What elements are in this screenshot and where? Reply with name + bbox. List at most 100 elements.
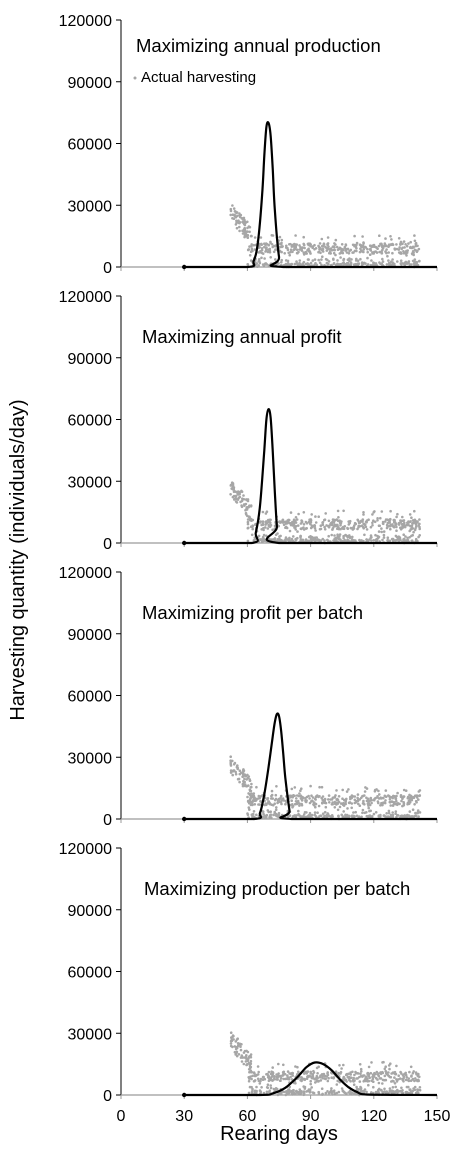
actual-harvesting-point — [321, 812, 325, 815]
actual-harvesting-point — [376, 534, 379, 538]
actual-harvesting-point — [364, 262, 367, 265]
actual-harvesting-point — [327, 534, 331, 538]
actual-harvesting-point — [340, 243, 344, 246]
actual-harvesting-point — [291, 1071, 295, 1075]
actual-harvesting-point — [245, 778, 248, 781]
actual-harvesting-point — [409, 524, 412, 528]
actual-harvesting-point — [240, 489, 243, 493]
actual-harvesting-point — [417, 535, 420, 539]
actual-harvesting-point — [229, 213, 232, 217]
actual-harvesting-point — [254, 262, 258, 266]
actual-harvesting-point — [337, 516, 340, 519]
actual-harvesting-point — [337, 537, 341, 541]
actual-harvesting-point — [342, 536, 345, 540]
actual-harvesting-point — [270, 789, 274, 793]
actual-harvesting-point — [395, 529, 398, 532]
actual-harvesting-point — [278, 1092, 282, 1095]
actual-harvesting-point — [250, 782, 253, 786]
actual-harvesting-point — [353, 1073, 356, 1077]
actual-harvesting-point — [344, 814, 347, 817]
actual-harvesting-point — [351, 535, 354, 539]
actual-harvesting-point — [356, 259, 360, 263]
actual-harvesting-point — [314, 521, 318, 524]
actual-harvesting-point — [250, 800, 253, 804]
actual-harvesting-point — [350, 806, 354, 810]
actual-harvesting-point — [377, 530, 381, 533]
actual-harvesting-point — [290, 538, 294, 541]
actual-harvesting-point — [275, 806, 278, 809]
actual-harvesting-point — [327, 798, 330, 801]
actual-harvesting-point — [408, 793, 411, 797]
actual-harvesting-point — [405, 523, 409, 527]
actual-harvesting-point — [334, 794, 337, 797]
actual-harvesting-point — [234, 494, 238, 498]
actual-harvesting-point — [384, 1065, 388, 1068]
actual-harvesting-point — [418, 1088, 422, 1092]
actual-harvesting-point — [304, 797, 307, 800]
actual-harvesting-point — [374, 533, 377, 537]
actual-harvesting-point — [288, 814, 292, 817]
actual-harvesting-point — [229, 1042, 233, 1045]
actual-harvesting-point — [254, 813, 258, 817]
actual-harvesting-point — [387, 259, 390, 262]
actual-harvesting-point — [289, 511, 293, 514]
actual-harvesting-point — [241, 220, 244, 224]
actual-harvesting-point — [307, 794, 310, 798]
actual-harvesting-point — [339, 1070, 343, 1074]
actual-harvesting-point — [382, 796, 385, 800]
actual-harvesting-point — [322, 243, 326, 246]
actual-harvesting-point — [286, 1070, 290, 1073]
actual-harvesting-point — [362, 248, 366, 251]
actual-harvesting-point — [348, 249, 351, 253]
actual-harvesting-point — [302, 1092, 306, 1095]
actual-harvesting-point — [381, 1090, 384, 1094]
actual-harvesting-point — [347, 252, 351, 255]
actual-harvesting-point — [267, 1079, 271, 1083]
actual-harvesting-point — [357, 802, 360, 806]
actual-harvesting-point — [293, 262, 297, 266]
actual-harvesting-point — [359, 1072, 362, 1075]
actual-harvesting-point — [399, 526, 402, 529]
actual-harvesting-point — [348, 801, 351, 805]
actual-harvesting-point — [413, 234, 416, 237]
actual-harvesting-point — [252, 243, 256, 247]
actual-harvesting-point — [238, 780, 241, 784]
actual-harvesting-point — [355, 814, 359, 818]
actual-harvesting-point — [417, 259, 421, 263]
actual-harvesting-point — [372, 252, 376, 255]
actual-harvesting-point — [309, 252, 312, 255]
y-axis-label: Harvesting quantity (individuals/day) — [7, 399, 29, 720]
actual-harvesting-point — [310, 538, 313, 542]
actual-harvesting-point — [339, 256, 342, 259]
actual-harvesting-point — [271, 1071, 275, 1075]
actual-harvesting-point — [380, 244, 383, 247]
actual-harvesting-point — [347, 523, 351, 526]
actual-harvesting-point — [248, 230, 251, 234]
actual-harvesting-point — [400, 1072, 403, 1075]
actual-harvesting-point — [298, 802, 301, 805]
actual-harvesting-point — [309, 1079, 313, 1083]
actual-harvesting-point — [251, 815, 254, 818]
model-curve — [184, 408, 437, 545]
actual-harvesting-point — [232, 763, 236, 766]
actual-harvesting-point — [328, 801, 331, 804]
actual-harvesting-point — [401, 1074, 405, 1077]
actual-harvesting-point — [280, 241, 283, 245]
actual-harvesting-point — [408, 520, 412, 523]
actual-harvesting-point — [332, 262, 336, 265]
actual-harvesting-point — [346, 1075, 350, 1079]
actual-harvesting-point — [377, 1081, 381, 1085]
actual-harvesting-point — [387, 811, 391, 815]
actual-harvesting-point — [372, 812, 376, 816]
actual-harvesting-point — [249, 1053, 253, 1056]
y-tick-label: 120000 — [59, 289, 112, 306]
actual-harvesting-point — [323, 525, 326, 529]
actual-harvesting-point — [391, 1086, 395, 1089]
actual-harvesting-point — [318, 785, 321, 789]
actual-harvesting-point — [260, 1086, 263, 1089]
actual-harvesting-point — [418, 525, 421, 529]
actual-harvesting-point — [337, 247, 341, 251]
actual-harvesting-point — [336, 523, 339, 527]
actual-harvesting-point — [234, 210, 237, 213]
actual-harvesting-point — [306, 1089, 309, 1093]
